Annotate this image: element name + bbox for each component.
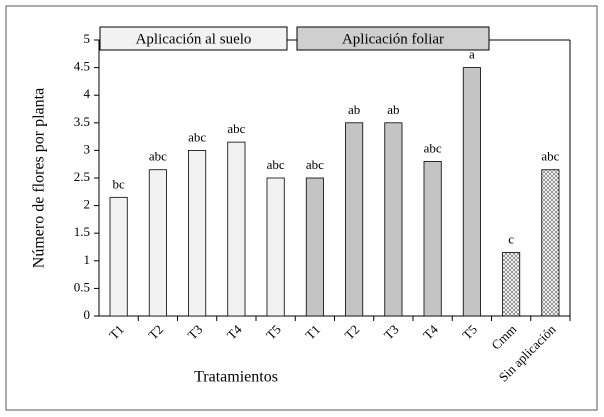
x-tick-label: T5 (459, 322, 480, 343)
group-box (99, 26, 288, 51)
value-label: bc (112, 176, 125, 191)
y-tick-label: 4.5 (74, 59, 90, 74)
y-tick-label: 0 (84, 307, 91, 322)
x-tick-label: T5 (263, 322, 284, 343)
value-label: abc (424, 140, 442, 155)
y-tick-label: 0.5 (74, 279, 90, 294)
bar (423, 161, 442, 317)
y-tick-label: 1 (84, 252, 91, 267)
value-label: abc (227, 121, 245, 136)
value-label: abc (149, 149, 167, 164)
group-label: Aplicación al suelo (136, 31, 252, 47)
bar (148, 169, 167, 317)
value-label: ab (348, 102, 360, 117)
x-tick-label: Cmm (488, 322, 519, 353)
y-tick-label: 1.5 (74, 224, 90, 239)
y-tick-label: 3 (84, 141, 91, 156)
value-label: abc (541, 149, 559, 164)
y-tick-label: 2.5 (74, 169, 90, 184)
x-tick-label: T1 (106, 322, 127, 343)
value-label: abc (306, 157, 324, 172)
value-label: c (508, 232, 514, 247)
x-tick-label: T2 (342, 322, 363, 343)
bar (109, 196, 128, 317)
bar (462, 67, 481, 317)
y-tick-label: 5 (84, 31, 91, 46)
x-tick-label: T2 (145, 322, 166, 343)
y-tick-label: 4 (84, 86, 91, 101)
bar (384, 122, 403, 317)
y-axis-title: Número de flores por planta (31, 88, 48, 268)
x-tick-label: T3 (381, 322, 402, 343)
bar (266, 177, 285, 317)
y-tick-label: 3.5 (74, 114, 90, 129)
bar (305, 177, 324, 317)
value-label: a (469, 47, 475, 62)
value-label: ab (387, 102, 399, 117)
x-axis-title: Tratamientos (194, 369, 278, 386)
x-tick-label: T4 (224, 321, 245, 342)
bar (345, 122, 364, 317)
frame (5, 5, 598, 411)
y-tick-label: 2 (84, 197, 91, 212)
group-label: Aplicación foliar (342, 31, 444, 47)
x-tick-label: T3 (185, 322, 206, 343)
bar (541, 169, 560, 317)
group-box (296, 26, 490, 51)
x-tick-label: T4 (420, 321, 441, 342)
bar (227, 141, 246, 317)
value-label: abc (188, 129, 206, 144)
x-tick-label: T1 (302, 322, 323, 343)
bar (188, 149, 207, 317)
bar (502, 252, 521, 317)
value-label: abc (267, 157, 285, 172)
